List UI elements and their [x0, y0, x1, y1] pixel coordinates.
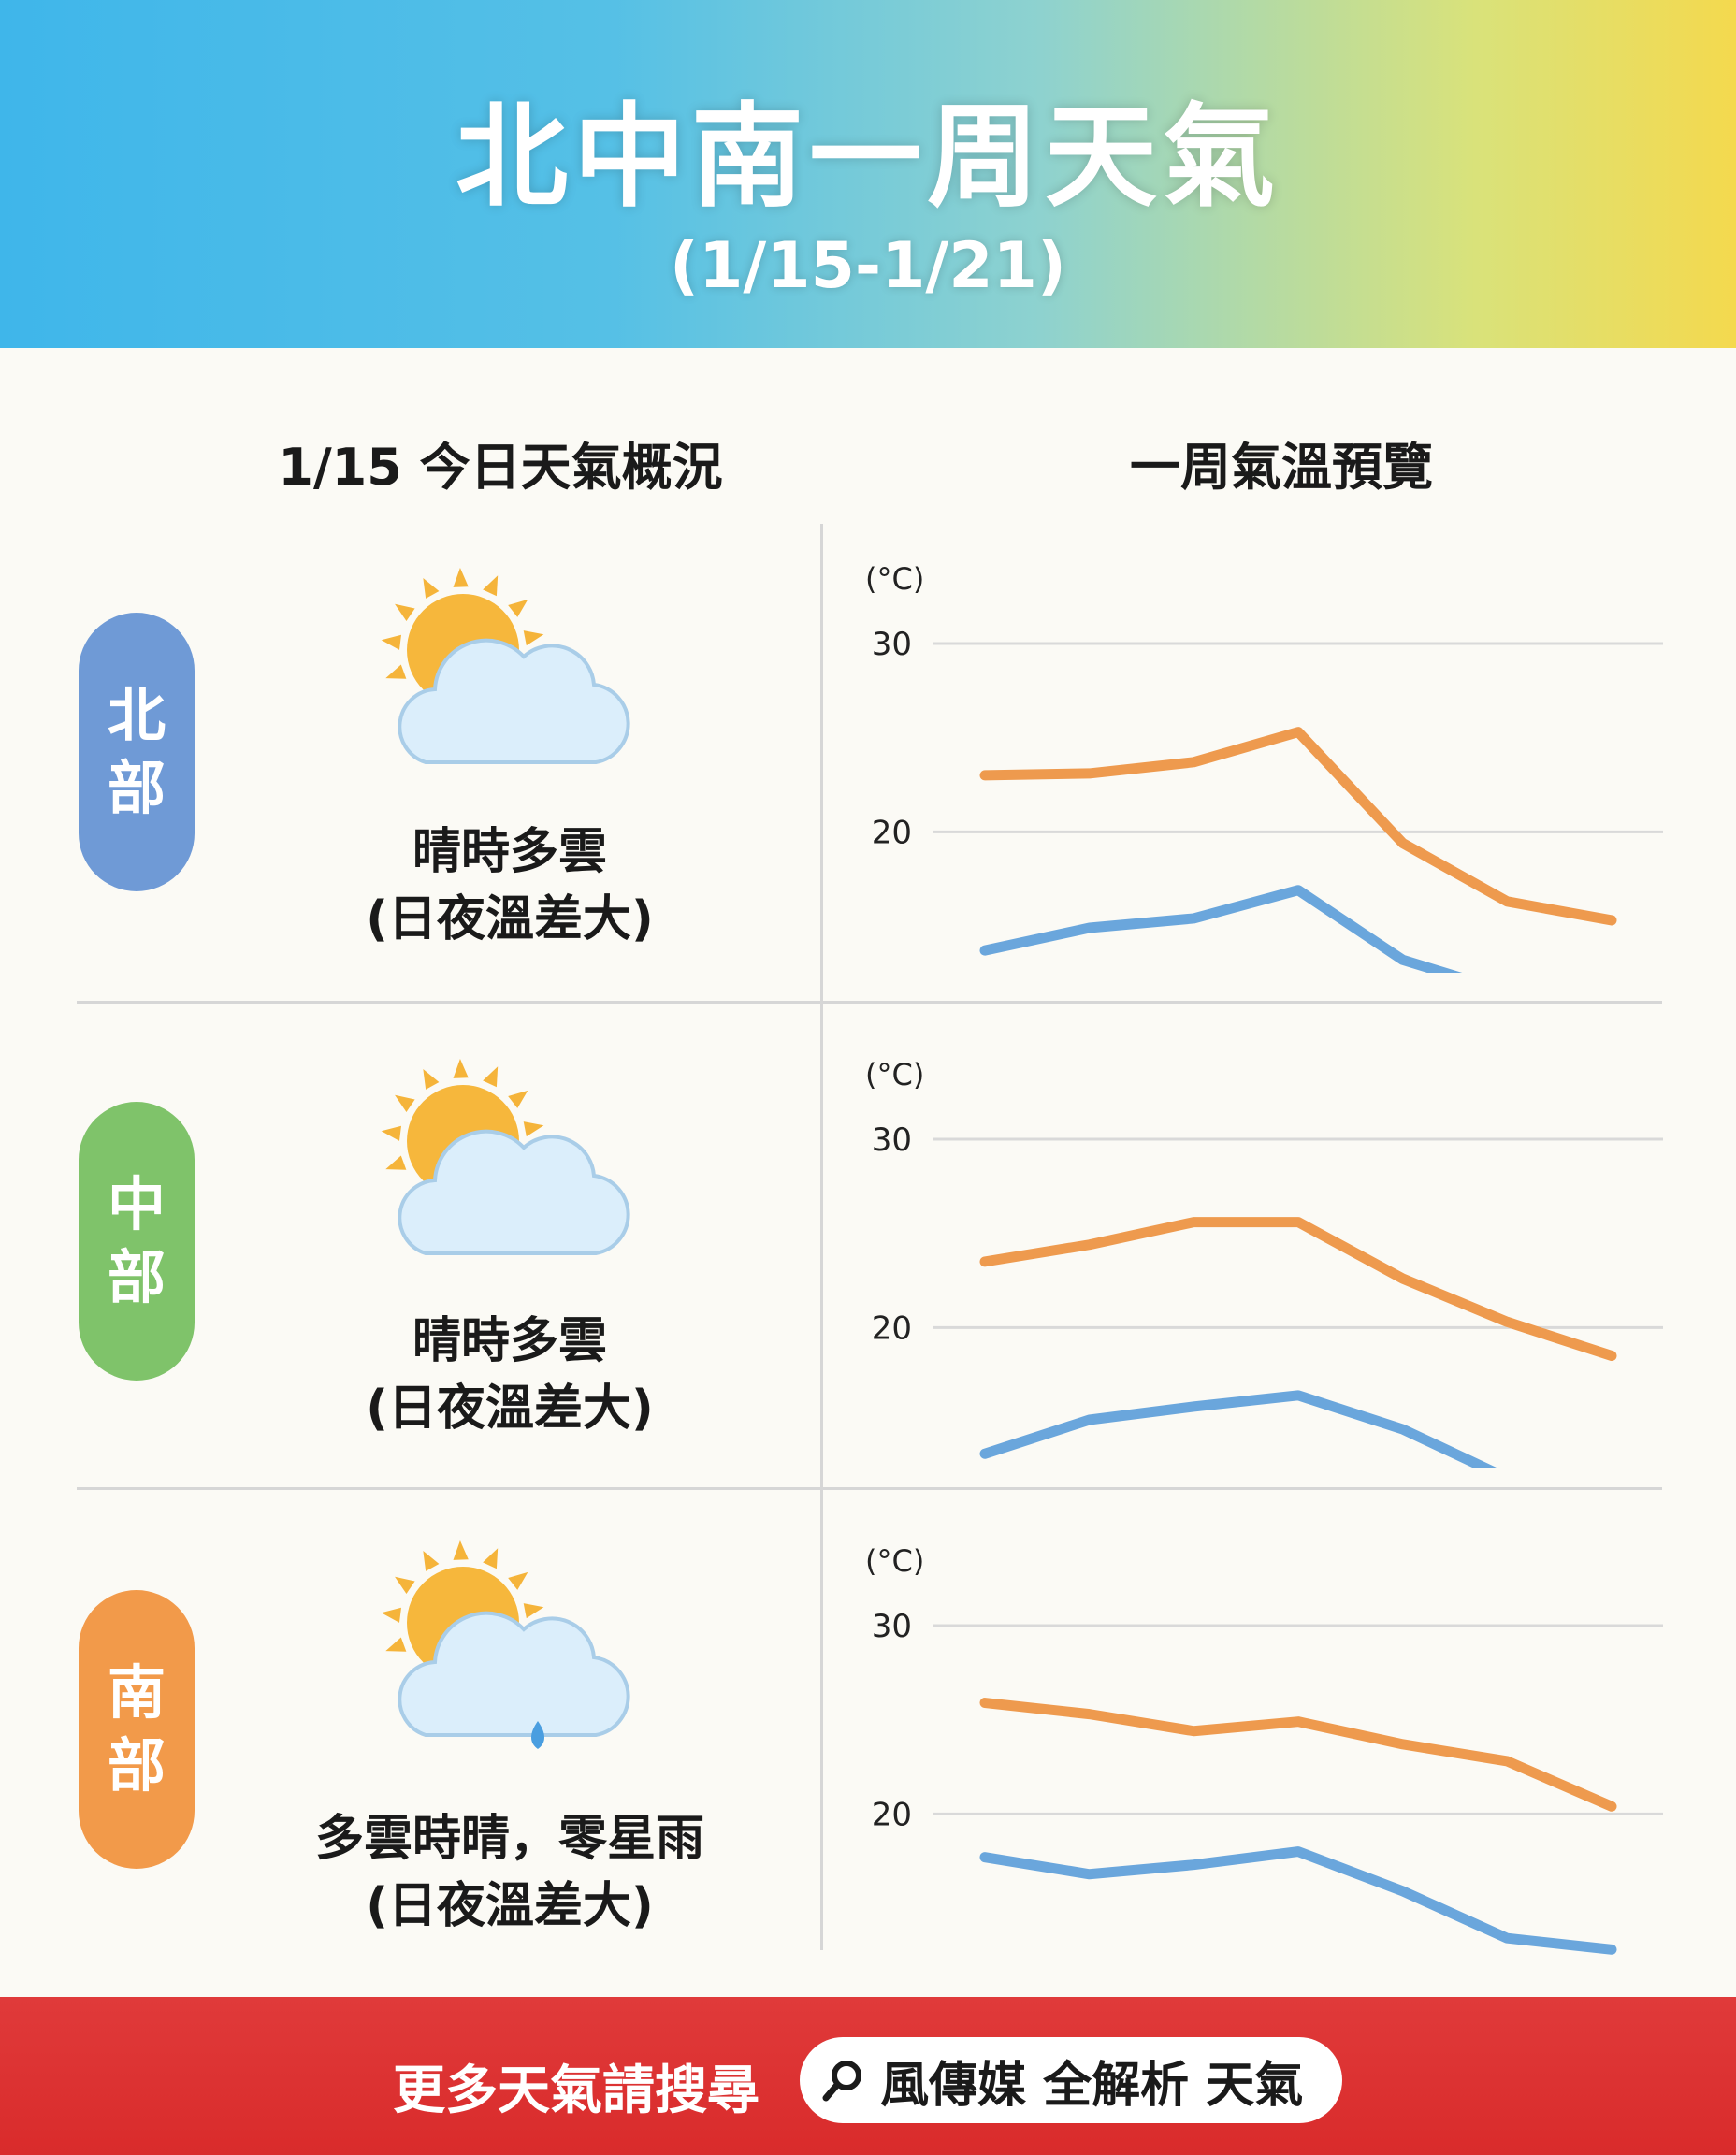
y-tick-label: 30 — [872, 626, 912, 663]
temp-chart-north: (°C)010203015161718192021 — [865, 561, 1663, 973]
sun-cloud-icon — [381, 568, 630, 764]
data-point — [1088, 1713, 1091, 1715]
search-query: 風傳媒 全解析 天氣 — [880, 2057, 1304, 2114]
data-point — [1611, 1354, 1613, 1357]
data-point — [1506, 1759, 1509, 1762]
data-point — [1297, 1720, 1299, 1723]
data-point — [1193, 1405, 1195, 1408]
data-point — [1088, 1873, 1091, 1875]
data-point — [984, 1701, 986, 1704]
high-temp-line — [979, 1698, 1617, 1812]
low-temp-line — [979, 1846, 1617, 1955]
week-heading: 一周氣溫預覽 — [1130, 438, 1433, 497]
sun-cloud-rain-icon — [381, 1540, 630, 1749]
data-point — [1193, 1863, 1195, 1866]
weather-desc-central: 晴時多雲 (日夜溫差大) — [366, 1313, 654, 1437]
data-point — [1193, 1221, 1195, 1223]
data-point — [1401, 842, 1404, 845]
y-axis-unit: (°C) — [865, 561, 924, 597]
data-point — [1611, 1805, 1613, 1808]
data-point — [1088, 772, 1091, 774]
high-temp-line — [979, 1217, 1617, 1362]
temp-chart-south: (°C)010203015161718192021 — [865, 1543, 1663, 1955]
page-title: 北中南一周天氣 — [456, 93, 1280, 223]
footer-text: 更多天氣請搜尋 — [393, 2061, 760, 2121]
data-point — [1297, 1394, 1299, 1396]
data-point — [1401, 1889, 1404, 1892]
search-box[interactable]: 風傳媒 全解析 天氣 — [800, 2037, 1342, 2123]
y-tick-label: 30 — [872, 1608, 912, 1645]
data-point — [984, 1260, 986, 1263]
data-point — [1193, 917, 1195, 919]
y-tick-label: 30 — [872, 1121, 912, 1159]
data-point — [1297, 1221, 1299, 1223]
region-badge-central: 中部 — [79, 1102, 195, 1381]
data-point — [1401, 1277, 1404, 1280]
header-banner: 北中南一周天氣 (1/15-1/21) — [0, 0, 1736, 348]
temp-chart-central: (°C)010203015161718192021 — [865, 1057, 1663, 1468]
today-heading: 1/15 今日天氣概況 — [278, 438, 723, 497]
low-temp-line — [979, 1390, 1499, 1468]
weather-desc-south: 多雲時晴，零星雨 (日夜溫差大) — [314, 1811, 704, 1934]
row-divider — [77, 1487, 1662, 1490]
data-point — [1088, 1243, 1091, 1246]
row-divider — [77, 1001, 1662, 1004]
y-tick-label: 20 — [872, 1796, 912, 1833]
data-point — [984, 949, 986, 952]
data-point — [1506, 900, 1509, 903]
data-point — [984, 774, 986, 776]
y-axis-unit: (°C) — [865, 1543, 924, 1579]
data-point — [1193, 1729, 1195, 1732]
data-point — [1297, 889, 1299, 891]
sun-cloud-icon — [381, 1059, 630, 1255]
data-point — [1193, 760, 1195, 763]
data-point — [1088, 1418, 1091, 1421]
date-range: (1/15-1/21) — [670, 229, 1066, 303]
region-badge-north: 北部 — [79, 613, 195, 891]
data-point — [1401, 1743, 1404, 1745]
column-divider — [820, 524, 823, 1950]
data-point — [1611, 918, 1613, 921]
data-point — [1506, 1321, 1509, 1323]
data-point — [1401, 959, 1404, 962]
data-point — [1611, 1948, 1613, 1951]
weather-desc-north: 晴時多雲 (日夜溫差大) — [366, 824, 654, 947]
y-tick-label: 20 — [872, 814, 912, 851]
data-point — [984, 1453, 986, 1455]
y-tick-label: 20 — [872, 1309, 912, 1347]
y-axis-unit: (°C) — [865, 1057, 924, 1092]
data-point — [1506, 1937, 1509, 1940]
data-point — [984, 1856, 986, 1859]
data-point — [1297, 730, 1299, 733]
data-point — [1401, 1428, 1404, 1431]
data-point — [1297, 1850, 1299, 1853]
region-badge-south: 南部 — [79, 1590, 195, 1869]
search-icon — [822, 2061, 861, 2102]
data-point — [1088, 927, 1091, 930]
